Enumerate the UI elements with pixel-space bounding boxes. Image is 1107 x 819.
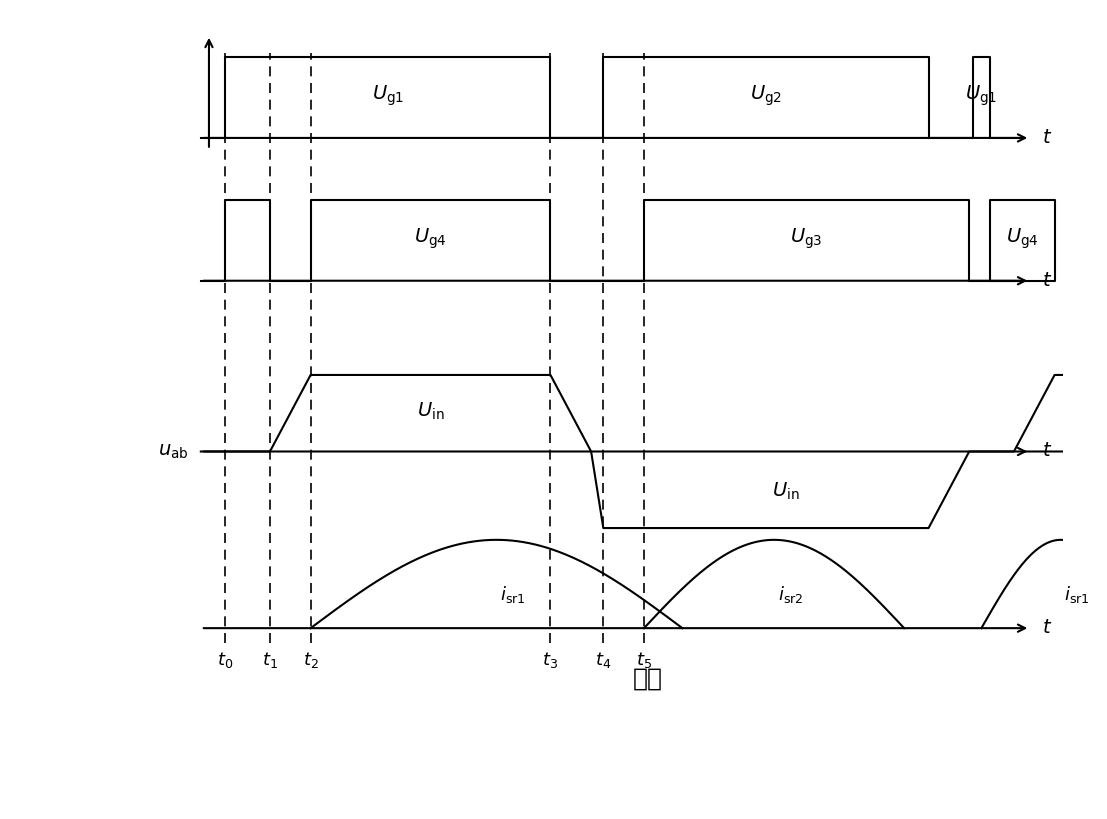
Text: $U_{\mathrm{in}}$: $U_{\mathrm{in}}$: [773, 481, 800, 502]
Text: $t$: $t$: [1043, 272, 1053, 290]
Text: $U_{\mathrm{g2}}$: $U_{\mathrm{g2}}$: [749, 84, 782, 108]
Text: $t_0$: $t_0$: [217, 650, 234, 670]
Text: $t_3$: $t_3$: [542, 650, 558, 670]
Text: $t$: $t$: [1043, 129, 1053, 147]
Text: 时间: 时间: [633, 667, 663, 690]
Text: $U_{\mathrm{g1}}$: $U_{\mathrm{g1}}$: [965, 84, 997, 108]
Text: $U_{\mathrm{g4}}$: $U_{\mathrm{g4}}$: [414, 226, 447, 251]
Text: $t_2$: $t_2$: [302, 650, 319, 670]
Text: $t_4$: $t_4$: [596, 650, 611, 670]
Text: $t$: $t$: [1043, 619, 1053, 637]
Text: $U_{\mathrm{g4}}$: $U_{\mathrm{g4}}$: [1005, 226, 1038, 251]
Text: $u_{\mathrm{ab}}$: $u_{\mathrm{ab}}$: [158, 442, 188, 460]
Text: $t$: $t$: [1043, 442, 1053, 460]
Text: $U_{\mathrm{g1}}$: $U_{\mathrm{g1}}$: [372, 84, 404, 108]
Text: $i_{\mathrm{sr1}}$: $i_{\mathrm{sr1}}$: [1064, 584, 1089, 605]
Text: $U_{\mathrm{g3}}$: $U_{\mathrm{g3}}$: [790, 226, 823, 251]
Text: $i_{\mathrm{sr1}}$: $i_{\mathrm{sr1}}$: [500, 584, 526, 605]
Text: $t_5$: $t_5$: [635, 650, 652, 670]
Text: $t_1$: $t_1$: [262, 650, 278, 670]
Text: $i_{\mathrm{sr2}}$: $i_{\mathrm{sr2}}$: [777, 584, 803, 605]
Text: $U_{\mathrm{in}}$: $U_{\mathrm{in}}$: [416, 401, 444, 423]
